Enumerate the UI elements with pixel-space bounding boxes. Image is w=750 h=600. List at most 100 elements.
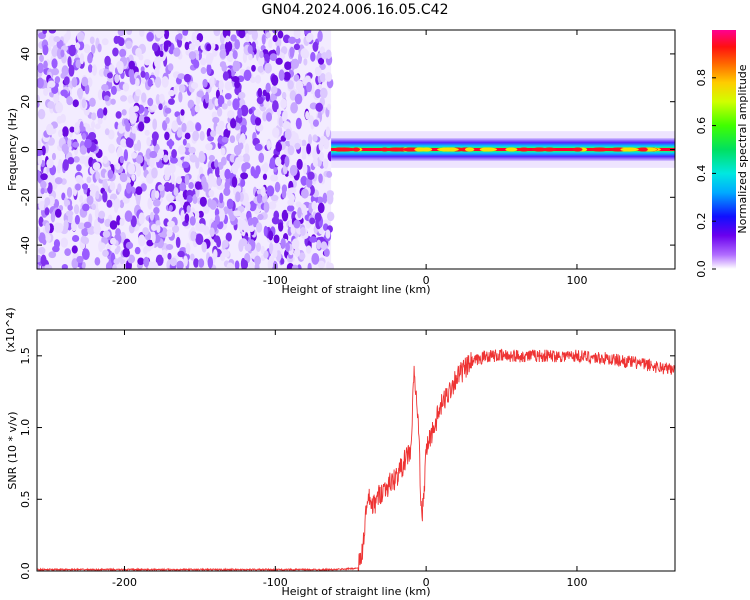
noise-cell — [173, 47, 181, 57]
noise-cell — [79, 145, 88, 155]
noise-cell — [50, 211, 56, 223]
noise-cell — [308, 115, 314, 125]
noise-cell — [213, 235, 221, 243]
noise-cell — [176, 260, 184, 269]
noise-cell — [37, 140, 42, 151]
noise-cell — [38, 216, 44, 227]
noise-cell — [167, 252, 172, 260]
signal-cell — [414, 147, 427, 152]
noise-cell — [127, 163, 136, 175]
noise-cell — [226, 262, 234, 269]
noise-cell — [66, 96, 73, 106]
noise-cell — [201, 176, 207, 188]
snr-frame — [36, 329, 676, 572]
colorbar-tick-label: 0.2 — [695, 212, 708, 230]
noise-cell — [90, 44, 96, 54]
noise-cell — [140, 92, 147, 103]
noise-cell — [44, 264, 53, 269]
noise-cell — [268, 39, 273, 49]
y-axis-label: SNR (10 * v/v) — [6, 411, 19, 489]
noise-cell — [167, 220, 176, 228]
noise-cell — [82, 203, 90, 212]
noise-cell — [48, 251, 57, 259]
noise-cell — [58, 129, 63, 138]
noise-cell — [200, 67, 207, 75]
signal-cell — [352, 147, 361, 152]
noise-cell — [266, 185, 275, 197]
noise-cell — [218, 120, 225, 130]
noise-cell — [260, 186, 266, 197]
noise-cell — [159, 93, 165, 104]
noise-cell — [186, 194, 193, 204]
noise-cell — [318, 139, 324, 152]
noise-cell — [81, 236, 90, 245]
noise-cell — [125, 241, 134, 250]
noise-cell — [88, 213, 93, 225]
noise-cell — [67, 156, 75, 165]
noise-cell — [63, 197, 68, 207]
noise-cell — [271, 74, 279, 86]
noise-cell — [300, 226, 306, 237]
noise-cell — [116, 146, 123, 159]
noise-cell — [83, 43, 91, 54]
colorbar-tick-label: 0.0 — [695, 260, 708, 278]
noise-cell — [291, 238, 300, 250]
noise-cell — [38, 232, 46, 244]
noise-cell — [197, 210, 204, 218]
noise-cell — [269, 161, 276, 170]
noise-cell — [72, 99, 79, 108]
noise-cell — [60, 113, 66, 123]
noise-cell — [44, 222, 51, 234]
noise-cell — [177, 33, 183, 41]
signal-cell — [542, 147, 557, 152]
noise-cell — [300, 175, 308, 186]
noise-cell — [225, 35, 230, 43]
noise-cell — [119, 172, 128, 183]
noise-cell — [184, 30, 189, 36]
noise-cell — [250, 166, 256, 177]
noise-cell — [214, 159, 219, 168]
noise-cell — [163, 30, 170, 40]
noise-cell — [71, 76, 78, 88]
noise-cell — [281, 91, 287, 100]
noise-cell — [281, 110, 288, 123]
noise-cell — [81, 248, 90, 260]
noise-cell — [227, 110, 235, 119]
noise-cell — [178, 159, 183, 168]
noise-cell — [220, 209, 225, 222]
noise-cell — [216, 177, 222, 187]
noise-cell — [293, 30, 301, 40]
noise-cell — [75, 59, 81, 69]
noise-cell — [222, 239, 229, 248]
noise-cell — [171, 148, 177, 159]
noise-cell — [112, 47, 119, 57]
noise-cell — [233, 60, 241, 72]
noise-cell — [154, 76, 162, 88]
noise-cell — [260, 245, 265, 255]
noise-cell — [319, 73, 326, 83]
noise-cell — [316, 239, 322, 250]
noise-cell — [130, 215, 137, 228]
noise-cell — [89, 36, 95, 45]
noise-cell — [255, 124, 264, 132]
noise-cell — [125, 137, 132, 148]
noise-cell — [68, 44, 76, 57]
noise-cell — [76, 164, 82, 172]
noise-cell — [78, 195, 84, 203]
noise-cell — [220, 147, 226, 156]
noise-cell — [124, 210, 133, 222]
noise-cell — [325, 71, 333, 82]
noise-cell — [240, 172, 249, 180]
x-tick-label: 0 — [423, 274, 430, 287]
noise-cell — [114, 248, 120, 255]
noise-cell — [37, 226, 41, 238]
noise-cell — [226, 198, 234, 210]
noise-cell — [101, 84, 109, 91]
noise-cell — [40, 254, 47, 267]
signal-cell — [535, 147, 542, 152]
noise-cell — [177, 250, 185, 258]
noise-cell — [184, 132, 191, 140]
noise-cell — [307, 262, 312, 269]
noise-cell — [163, 154, 169, 163]
y-axis-label: Frequency (Hz) — [6, 108, 19, 191]
